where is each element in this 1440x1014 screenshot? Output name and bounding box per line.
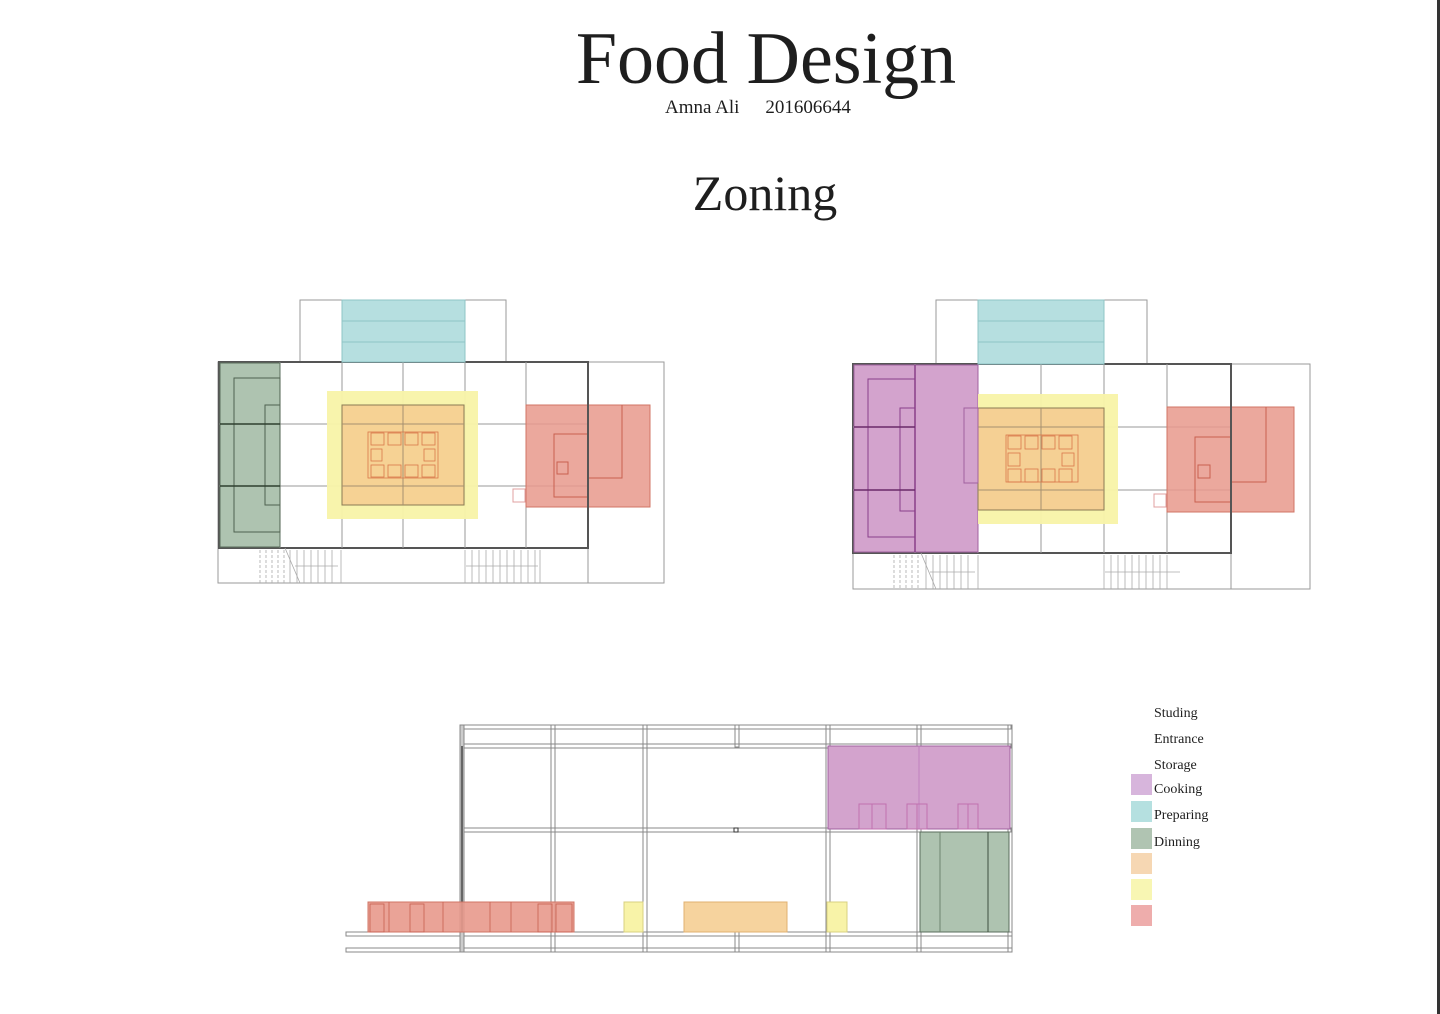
section-title: Zoning <box>692 165 838 221</box>
legend-swatch-orange <box>1131 853 1152 874</box>
zone-cooking <box>853 364 979 553</box>
section-zone-orange <box>683 901 788 933</box>
author-name: Amna Ali <box>665 97 740 118</box>
zone-preparing <box>341 299 466 363</box>
legend-label: Cooking <box>1154 782 1203 797</box>
legend-label: Dinning <box>1154 835 1200 850</box>
section-zones <box>367 745 1011 933</box>
page-title: Food Design <box>575 18 957 100</box>
section-zone-dining <box>919 831 1010 933</box>
section-zone-red <box>367 901 575 933</box>
legend-label: Preparing <box>1154 808 1209 823</box>
legend-swatch-green <box>1131 828 1152 849</box>
zone-preparing <box>977 299 1105 365</box>
legend-label: Storage <box>1154 758 1197 773</box>
legend-label: Entrance <box>1154 732 1204 747</box>
legend-label: Studing <box>1154 706 1198 721</box>
student-id: 201606644 <box>765 97 851 118</box>
legend-swatch-red <box>1131 905 1152 926</box>
plan-right-zones <box>853 299 1295 553</box>
zone-dining-green <box>219 362 281 548</box>
legend-swatch-yellow <box>1131 879 1152 900</box>
legend-swatch-purple <box>1131 774 1152 795</box>
legend-swatch-cyan <box>1131 801 1152 822</box>
page-edge <box>1437 0 1440 1014</box>
section-zone-yellow-1 <box>623 901 644 933</box>
section-zone-yellow-2 <box>826 901 848 933</box>
plan-left-zones <box>219 299 651 548</box>
section-drawing <box>345 724 1013 953</box>
author-line: Amna Ali 201606644 <box>665 96 851 120</box>
